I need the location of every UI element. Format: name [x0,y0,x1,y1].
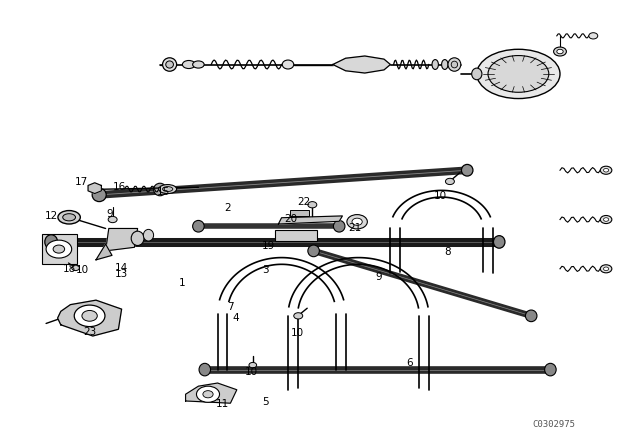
Ellipse shape [448,58,461,71]
Polygon shape [278,216,342,224]
Text: 8: 8 [445,247,451,257]
Ellipse shape [199,363,211,376]
Circle shape [74,305,105,327]
Circle shape [308,202,317,208]
Text: 16: 16 [113,182,126,192]
Ellipse shape [451,61,458,68]
Circle shape [445,178,454,185]
Text: 3: 3 [262,265,269,275]
Bar [290,210,309,216]
Text: 20: 20 [285,214,298,224]
Circle shape [604,267,609,271]
Circle shape [604,218,609,221]
Polygon shape [106,228,138,251]
Circle shape [294,313,303,319]
Polygon shape [96,244,112,260]
Ellipse shape [442,60,448,69]
Circle shape [203,391,213,398]
Text: 4: 4 [232,313,239,323]
Circle shape [589,33,598,39]
Ellipse shape [163,58,177,71]
Text: 1: 1 [179,278,186,288]
Circle shape [554,47,566,56]
Circle shape [82,310,97,321]
Text: 9: 9 [107,209,113,219]
Circle shape [352,218,362,225]
Ellipse shape [182,60,195,69]
Text: 22: 22 [298,198,310,207]
Ellipse shape [166,61,173,68]
Ellipse shape [477,49,560,99]
Text: 10: 10 [291,328,303,338]
Ellipse shape [432,60,438,69]
Bar [42,234,77,264]
Circle shape [196,386,220,402]
Bar [275,230,317,241]
Ellipse shape [545,363,556,376]
Ellipse shape [333,220,345,232]
Text: 10: 10 [76,265,88,275]
Circle shape [108,216,117,223]
Text: 9: 9 [376,272,382,282]
Text: 10: 10 [244,367,257,377]
Ellipse shape [159,185,177,194]
Text: 11: 11 [216,399,229,409]
Circle shape [72,265,79,271]
Ellipse shape [131,231,144,246]
Text: 6: 6 [406,358,413,368]
Circle shape [46,240,72,258]
Circle shape [604,168,609,172]
Ellipse shape [525,310,537,322]
Ellipse shape [45,235,58,249]
Ellipse shape [154,183,166,196]
Text: 14: 14 [115,263,128,273]
Text: C0302975: C0302975 [532,420,575,429]
Ellipse shape [193,61,204,68]
Polygon shape [186,383,237,403]
Circle shape [557,49,563,54]
Circle shape [600,166,612,174]
Circle shape [53,245,65,253]
Polygon shape [333,56,390,73]
Ellipse shape [163,187,173,192]
Ellipse shape [63,214,76,221]
Polygon shape [88,183,101,194]
Ellipse shape [58,211,81,224]
Circle shape [347,215,367,229]
Circle shape [600,265,612,273]
Ellipse shape [308,245,319,257]
Text: 17: 17 [76,177,88,187]
Text: 12: 12 [45,211,58,221]
Ellipse shape [493,236,505,248]
Ellipse shape [193,220,204,232]
Text: 19: 19 [262,241,275,250]
Polygon shape [58,300,122,336]
Ellipse shape [92,188,106,202]
Text: 10: 10 [434,191,447,201]
Ellipse shape [282,60,294,69]
Text: 13: 13 [115,269,128,279]
Circle shape [600,215,612,224]
Ellipse shape [488,56,549,92]
Text: 7: 7 [227,302,234,312]
Circle shape [249,362,257,368]
Ellipse shape [143,229,154,241]
Text: 23: 23 [83,327,96,337]
Text: 18: 18 [63,264,76,274]
Text: 15: 15 [157,187,170,197]
Text: 5: 5 [262,397,269,407]
Ellipse shape [472,68,482,80]
Text: 2: 2 [224,203,230,213]
Ellipse shape [461,164,473,176]
Text: 21: 21 [349,223,362,233]
